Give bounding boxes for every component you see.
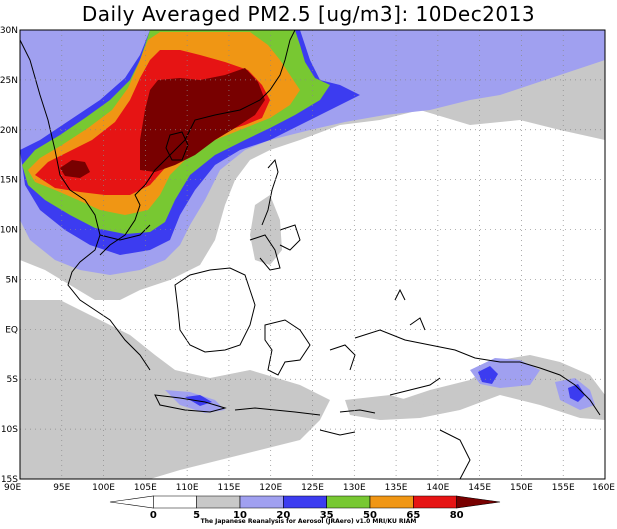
lon-tick-label: 135E xyxy=(385,483,408,493)
lat-tick-label: 20N xyxy=(0,126,18,136)
lat-tick-label: 15N xyxy=(0,176,18,186)
field-darkred-south-china xyxy=(140,68,265,172)
colorbar-level-label: 35 xyxy=(320,510,334,521)
map-title: Daily Averaged PM2.5 [ug/m3]: 10Dec2013 xyxy=(81,2,536,26)
colorbar-swatch xyxy=(196,495,241,509)
coastlines xyxy=(20,30,601,479)
colorbar-swatch xyxy=(369,495,414,509)
colorbar-swatch xyxy=(109,495,154,509)
lat-labels: 30N 25N 20N 15N 10N 5N EQ 5S 10S 15S xyxy=(0,26,18,485)
colorbar-level-label: 50 xyxy=(363,510,377,521)
concentration-fields xyxy=(20,30,605,479)
lon-tick-label: 125E xyxy=(301,483,324,493)
field-blue-png xyxy=(568,384,585,402)
lon-tick-label: 105E xyxy=(134,483,157,493)
lon-tick-label: 100E xyxy=(92,483,115,493)
lon-tick-label: 95E xyxy=(53,483,70,493)
lat-tick-label: 5S xyxy=(7,375,19,385)
colorbar-swatch xyxy=(153,495,197,509)
lon-tick-label: 140E xyxy=(426,483,449,493)
field-gray-phil xyxy=(250,195,282,265)
lon-tick-label: 155E xyxy=(552,483,575,493)
lat-tick-label: 30N xyxy=(0,26,18,36)
colorbar-swatch xyxy=(239,495,284,509)
lon-labels: 90E 95E 100E 105E 110E 115E 120E 125E 130E 135E 14… xyxy=(4,483,615,493)
colorbar-swatch xyxy=(326,495,371,509)
colorbar-swatch xyxy=(413,495,457,509)
lat-tick-label: 25N xyxy=(0,76,18,86)
lon-tick-label: 150E xyxy=(510,483,533,493)
field-lightblue-east-top xyxy=(470,30,605,75)
lat-tick-label: EQ xyxy=(5,325,18,335)
lat-tick-label: 5N xyxy=(6,275,18,285)
colorbar-level-label: 65 xyxy=(406,510,420,521)
lon-tick-label: 90E xyxy=(4,483,21,493)
field-lightblue-nw xyxy=(20,30,60,110)
colorbar-level-label: 80 xyxy=(450,510,464,521)
colorbar: 0 5 10 20 35 50 65 80 xyxy=(109,495,501,521)
field-blue-papua xyxy=(478,366,498,384)
lon-tick-label: 145E xyxy=(468,483,491,493)
lon-tick-label: 115E xyxy=(217,483,240,493)
field-gray-java xyxy=(20,300,330,479)
lat-tick-label: 10S xyxy=(1,425,18,435)
lat-tick-label: 15S xyxy=(1,475,18,485)
lon-tick-label: 160E xyxy=(592,483,615,493)
field-gray-flores xyxy=(345,395,425,420)
colorbar-level-label: 0 xyxy=(150,510,157,521)
lon-tick-label: 130E xyxy=(343,483,366,493)
credit-text: The Japanese Reanalysis for Aerosol (JRA… xyxy=(200,518,417,525)
field-darkred-thailand xyxy=(60,160,90,178)
colorbar-level-label: 5 xyxy=(193,510,200,521)
lat-tick-label: 10N xyxy=(0,226,18,236)
colorbar-level-label: 10 xyxy=(233,510,247,521)
lon-tick-label: 110E xyxy=(176,483,199,493)
colorbar-swatch xyxy=(283,495,327,509)
colorbar-swatch xyxy=(456,495,501,509)
plot-frame xyxy=(19,29,606,480)
lon-tick-label: 120E xyxy=(259,483,282,493)
colorbar-level-label: 20 xyxy=(276,510,290,521)
